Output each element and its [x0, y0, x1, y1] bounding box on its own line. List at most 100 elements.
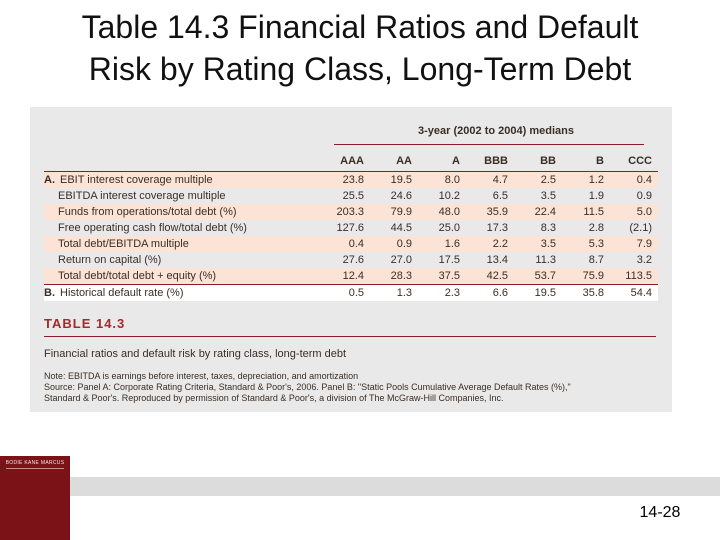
table-cell: 10.2 — [438, 190, 460, 202]
caption-rule — [44, 336, 656, 337]
table-cell: 22.4 — [514, 204, 562, 220]
row-label: EBITDA interest coverage multiple — [44, 188, 322, 204]
table-cell: 19.5 — [514, 284, 562, 301]
table-image-panel: 3-year (2002 to 2004) medians AAA AA A B… — [30, 107, 672, 412]
table-cell: 3.5 — [540, 190, 556, 202]
table-cell: 37.5 — [418, 268, 466, 285]
row-label-text: Free operating cash flow/total debt (%) — [58, 222, 247, 234]
table-cell: 1.9 — [588, 190, 604, 202]
row-label-text: EBITDA interest coverage multiple — [58, 190, 226, 202]
column-header: AAA — [322, 151, 370, 172]
row-label-text: Historical default rate (%) — [60, 287, 184, 299]
table-cell: 13.4 — [486, 254, 508, 266]
table-row: Return on capital (%) 27.6 27.0 17.5 13.4 11.… — [44, 252, 658, 268]
table-cell: 2.3 — [418, 284, 466, 301]
table-cell: 27.6 — [342, 254, 364, 266]
median-header: 3-year (2002 to 2004) medians — [44, 121, 658, 153]
table-row: Funds from operations/total debt (%) 203.… — [44, 204, 658, 220]
table-cell: 0.9 — [636, 190, 652, 202]
ratio-table-body: A. EBIT interest coverage multiple 23.8 19.… — [44, 171, 658, 301]
table-cell: 0.4 — [322, 236, 370, 252]
row-label-text: EBIT interest coverage multiple — [60, 174, 213, 186]
publisher-logo — [0, 456, 70, 540]
table-cell: 27.0 — [390, 254, 412, 266]
table-cell: 79.9 — [370, 204, 418, 220]
table-cell: 17.3 — [486, 222, 508, 234]
column-header-blank — [44, 151, 322, 172]
row-label-text: Total debt/total debt + equity (%) — [58, 270, 217, 282]
slide-title-line2: Risk by Rating Class, Long-Term Debt — [88, 51, 632, 87]
table-source-line2: Standard & Poor's. Reproduced by permiss… — [44, 393, 504, 403]
table-cell: 5.0 — [610, 204, 658, 220]
table-cell: 6.5 — [492, 190, 508, 202]
table-note: Note: EBITDA is earnings before interest… — [44, 371, 359, 381]
slide-title-line1: Table 14.3 Financial Ratios and Default — [81, 9, 639, 45]
table-cell: 11.5 — [562, 204, 610, 220]
column-header: CCC — [610, 151, 658, 172]
row-label: Total debt/total debt + equity (%) — [44, 268, 322, 285]
column-header-row: AAA AA A BBB BB B CCC — [44, 151, 658, 172]
row-label: Total debt/EBITDA multiple — [44, 236, 322, 252]
table-cell: 25.0 — [438, 222, 460, 234]
page-number: 14-28 — [639, 504, 681, 521]
column-header: BBB — [466, 151, 514, 172]
table-cell: (2.1) — [629, 222, 652, 234]
table-cell: 3.2 — [636, 254, 652, 266]
table-cell: 2.2 — [466, 236, 514, 252]
row-label: B. Historical default rate (%) — [44, 284, 322, 301]
row-label: Free operating cash flow/total debt (%) — [44, 220, 322, 236]
table-row: Total debt/total debt + equity (%) 12.4 28… — [44, 268, 658, 285]
table-cell: 35.9 — [466, 204, 514, 220]
row-label: Funds from operations/total debt (%) — [44, 204, 322, 220]
table-cell: 2.5 — [514, 171, 562, 188]
table-cell: 3.5 — [514, 236, 562, 252]
row-label-text: Return on capital (%) — [58, 254, 162, 266]
section-letter: B. — [44, 287, 55, 299]
row-label-text: Total debt/EBITDA multiple — [58, 238, 189, 250]
table-cell: 8.7 — [588, 254, 604, 266]
row-label: Return on capital (%) — [44, 252, 322, 268]
table-cell: 53.7 — [514, 268, 562, 285]
table-cell: 1.2 — [562, 171, 610, 188]
row-label-text: Funds from operations/total debt (%) — [58, 206, 237, 218]
column-header: AA — [370, 151, 418, 172]
footer-bar — [70, 477, 720, 496]
table-cell: 24.6 — [390, 190, 412, 202]
table-row: A. EBIT interest coverage multiple 23.8 19.… — [44, 171, 658, 188]
table-row: Free operating cash flow/total debt (%) 1… — [44, 220, 658, 236]
table-cell: 48.0 — [418, 204, 466, 220]
table-cell: 25.5 — [342, 190, 364, 202]
table-cell: 1.6 — [418, 236, 466, 252]
table-cell: 35.8 — [562, 284, 610, 301]
table-caption-area: TABLE 14.3 Financial ratios and default … — [44, 316, 664, 404]
table-cell: 113.5 — [610, 268, 658, 285]
table-cell: 5.3 — [562, 236, 610, 252]
table-cell: 42.5 — [466, 268, 514, 285]
publisher-logo-rule — [6, 468, 64, 469]
table-cell: 54.4 — [610, 284, 658, 301]
ratios-table: AAA AA A BBB BB B CCC A. EBIT interest co… — [44, 151, 658, 301]
slide-title: Table 14.3 Financial Ratios and Default … — [0, 6, 720, 90]
table-cell: 8.3 — [540, 222, 556, 234]
table-row: B. Historical default rate (%) 0.5 1.3 2.3 6.… — [44, 284, 658, 301]
publisher-logo-text: BODIE KANE MARCUS — [5, 460, 65, 466]
row-label: A. EBIT interest coverage multiple — [44, 171, 322, 188]
table-row: EBITDA interest coverage multiple 25.5 24.… — [44, 188, 658, 204]
table-cell: 12.4 — [322, 268, 370, 285]
median-header-label: 3-year (2002 to 2004) medians — [418, 125, 574, 137]
section-letter: A. — [44, 174, 55, 186]
table-cell: 11.3 — [535, 254, 556, 266]
table-cell: 28.3 — [370, 268, 418, 285]
table-cell: 44.5 — [390, 222, 412, 234]
table-cell: 6.6 — [466, 284, 514, 301]
table-cell: 0.9 — [370, 236, 418, 252]
table-source-line1: Source: Panel A: Corporate Rating Criter… — [44, 382, 571, 392]
table-cell: 23.8 — [322, 171, 370, 188]
table-cell: 7.9 — [610, 236, 658, 252]
median-header-rule — [334, 144, 644, 145]
table-cell: 2.8 — [588, 222, 604, 234]
table-label: TABLE 14.3 — [44, 316, 126, 331]
table-cell: 0.4 — [610, 171, 658, 188]
table-caption: Financial ratios and default risk by rat… — [44, 348, 347, 360]
column-header: A — [418, 151, 466, 172]
